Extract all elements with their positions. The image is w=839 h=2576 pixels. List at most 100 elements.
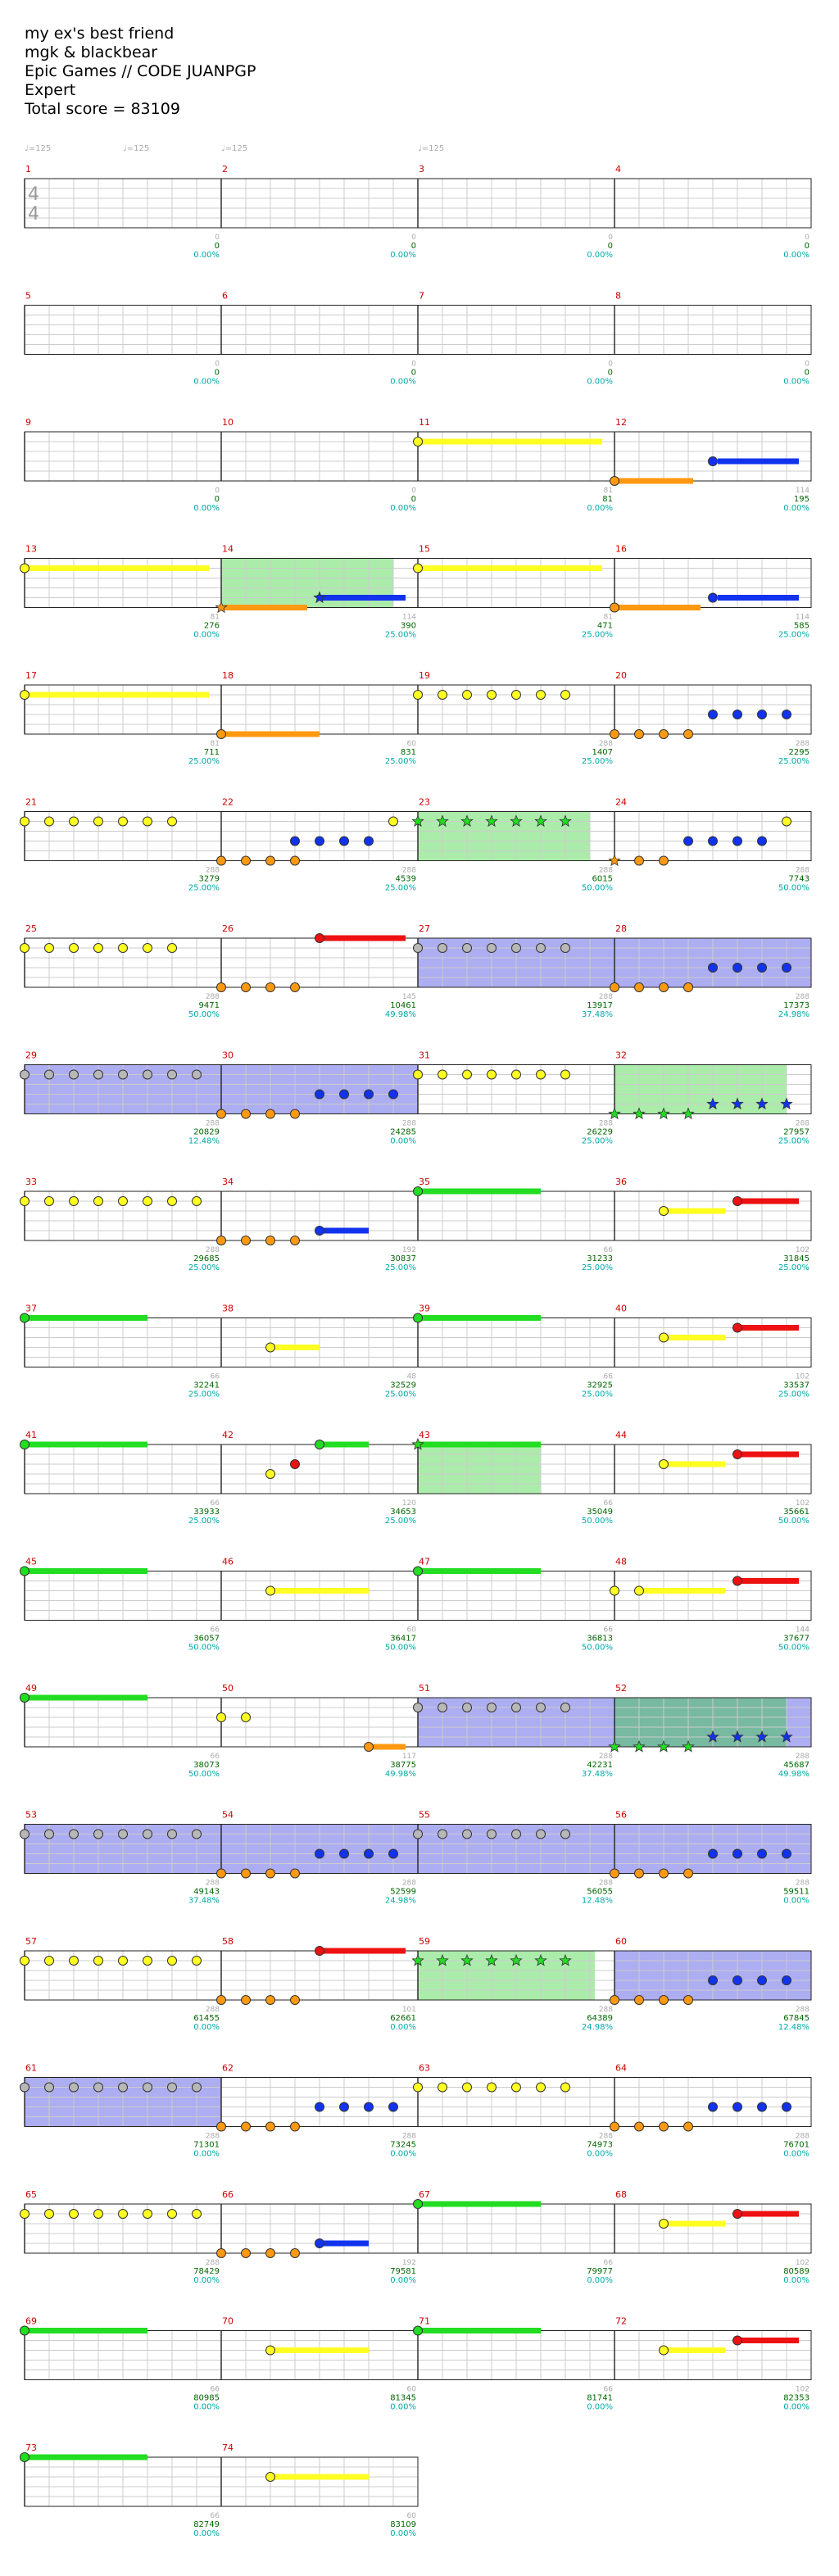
segment-score: 288 bbox=[599, 740, 613, 748]
note-grey bbox=[560, 1703, 570, 1712]
star-power-percent: 49.98% bbox=[385, 1770, 416, 1779]
measure-number: 53 bbox=[25, 1810, 37, 1821]
segment-score: 288 bbox=[206, 1880, 220, 1888]
note-yellow bbox=[536, 690, 546, 700]
note-yellow bbox=[44, 2209, 54, 2219]
note-grey bbox=[511, 1703, 521, 1712]
note-yellow bbox=[93, 1956, 103, 1966]
note-orange bbox=[659, 982, 669, 992]
sustain-green bbox=[25, 2454, 147, 2460]
cumulative-score: 2295 bbox=[789, 748, 810, 757]
segment-score: 288 bbox=[796, 2006, 810, 2014]
measure-staff bbox=[24, 1571, 222, 1621]
measure-staff bbox=[614, 305, 812, 355]
note-blue bbox=[732, 836, 742, 846]
measure-staff bbox=[417, 2330, 615, 2380]
measure-number: 2 bbox=[222, 164, 228, 175]
measure-number: 45 bbox=[25, 1557, 37, 1567]
note-blue bbox=[315, 2238, 324, 2248]
note-orange bbox=[364, 1742, 374, 1752]
measure-number: 64 bbox=[615, 2063, 627, 2074]
note-yellow bbox=[462, 690, 472, 700]
segment-score: 66 bbox=[211, 1626, 220, 1635]
note-yellow bbox=[20, 563, 29, 574]
sustain-yellow bbox=[664, 1208, 725, 1214]
note-grey bbox=[118, 1069, 128, 1080]
measure-staff bbox=[417, 178, 615, 229]
cumulative-score: 36417 bbox=[390, 1635, 416, 1644]
star-note-green bbox=[633, 1107, 646, 1120]
note-blue bbox=[782, 710, 791, 719]
segment-score: 102 bbox=[796, 1246, 810, 1254]
segment-score: 288 bbox=[206, 2006, 220, 2014]
star-power-percent: 0.00% bbox=[783, 2403, 810, 2412]
note-orange bbox=[265, 1868, 275, 1879]
measure-number: 31 bbox=[419, 1050, 430, 1061]
sustain-yellow bbox=[418, 438, 602, 445]
note-orange bbox=[241, 1868, 251, 1879]
measure-number: 61 bbox=[25, 2063, 37, 2074]
measure-staff bbox=[24, 1317, 222, 1367]
note-yellow bbox=[659, 2219, 669, 2229]
difficulty-label: Expert bbox=[25, 81, 76, 99]
note-yellow bbox=[167, 1196, 177, 1206]
note-orange bbox=[241, 1995, 251, 2005]
note-blue bbox=[388, 1089, 398, 1100]
cumulative-score: 30837 bbox=[390, 1254, 416, 1263]
star-note-green bbox=[682, 1107, 695, 1120]
note-blue bbox=[708, 836, 718, 846]
note-orange bbox=[610, 729, 619, 739]
note-grey bbox=[462, 1829, 472, 1839]
note-grey bbox=[487, 1703, 497, 1712]
segment-score: 0 bbox=[215, 487, 220, 495]
star-note-green bbox=[485, 1953, 498, 1966]
star-power-percent: 0.00% bbox=[390, 2403, 416, 2412]
measure-number: 1 bbox=[25, 164, 31, 175]
star-power-percent: 0.00% bbox=[193, 504, 220, 513]
measure-number: 41 bbox=[25, 1430, 37, 1440]
tempo-marking: ♩=125 bbox=[418, 144, 444, 153]
sustain-yellow bbox=[664, 2220, 725, 2227]
measure-number: 50 bbox=[222, 1683, 234, 1694]
sustain-yellow bbox=[664, 2347, 725, 2353]
song-artist: mgk & blackbear bbox=[25, 43, 158, 61]
note-red bbox=[732, 1449, 742, 1459]
note-yellow bbox=[659, 1332, 669, 1343]
note-red bbox=[732, 2209, 742, 2219]
note-grey bbox=[143, 1069, 152, 1080]
segment-score: 114 bbox=[796, 614, 810, 622]
note-blue bbox=[364, 2102, 374, 2112]
star-power-percent: 0.00% bbox=[193, 2403, 220, 2412]
note-yellow bbox=[265, 2345, 275, 2356]
measure-staff bbox=[220, 937, 419, 988]
note-yellow bbox=[69, 1196, 79, 1206]
cumulative-score: 38073 bbox=[193, 1761, 220, 1770]
note-blue bbox=[315, 836, 324, 846]
note-green bbox=[20, 1566, 29, 1576]
note-blue bbox=[757, 1848, 767, 1859]
segment-score: 60 bbox=[407, 1626, 417, 1635]
note-grey bbox=[462, 1703, 472, 1712]
segment-score: 0 bbox=[608, 361, 613, 369]
note-yellow bbox=[143, 1196, 152, 1206]
segment-score: 144 bbox=[796, 1626, 810, 1635]
measure-staff bbox=[220, 1317, 419, 1367]
measure-number: 9 bbox=[25, 417, 31, 428]
measure-staff bbox=[614, 937, 812, 988]
sustain-red bbox=[737, 1578, 799, 1584]
note-yellow bbox=[487, 1069, 497, 1080]
chart-author: Epic Games // CODE JUANPGP bbox=[25, 62, 256, 80]
note-grey bbox=[560, 1829, 570, 1839]
segment-score: 81 bbox=[211, 614, 220, 622]
cumulative-score: 67845 bbox=[783, 2014, 810, 2023]
note-blue bbox=[315, 2102, 324, 2112]
note-yellow bbox=[438, 1069, 447, 1080]
measure-number: 38 bbox=[222, 1304, 234, 1314]
cumulative-score: 81345 bbox=[390, 2394, 416, 2403]
note-blue bbox=[388, 1848, 398, 1859]
measure-staff bbox=[220, 1444, 419, 1494]
star-note-blue bbox=[731, 1097, 744, 1110]
cumulative-score: 13917 bbox=[587, 1001, 613, 1010]
cumulative-score: 32529 bbox=[390, 1381, 416, 1390]
note-grey bbox=[20, 1829, 29, 1839]
